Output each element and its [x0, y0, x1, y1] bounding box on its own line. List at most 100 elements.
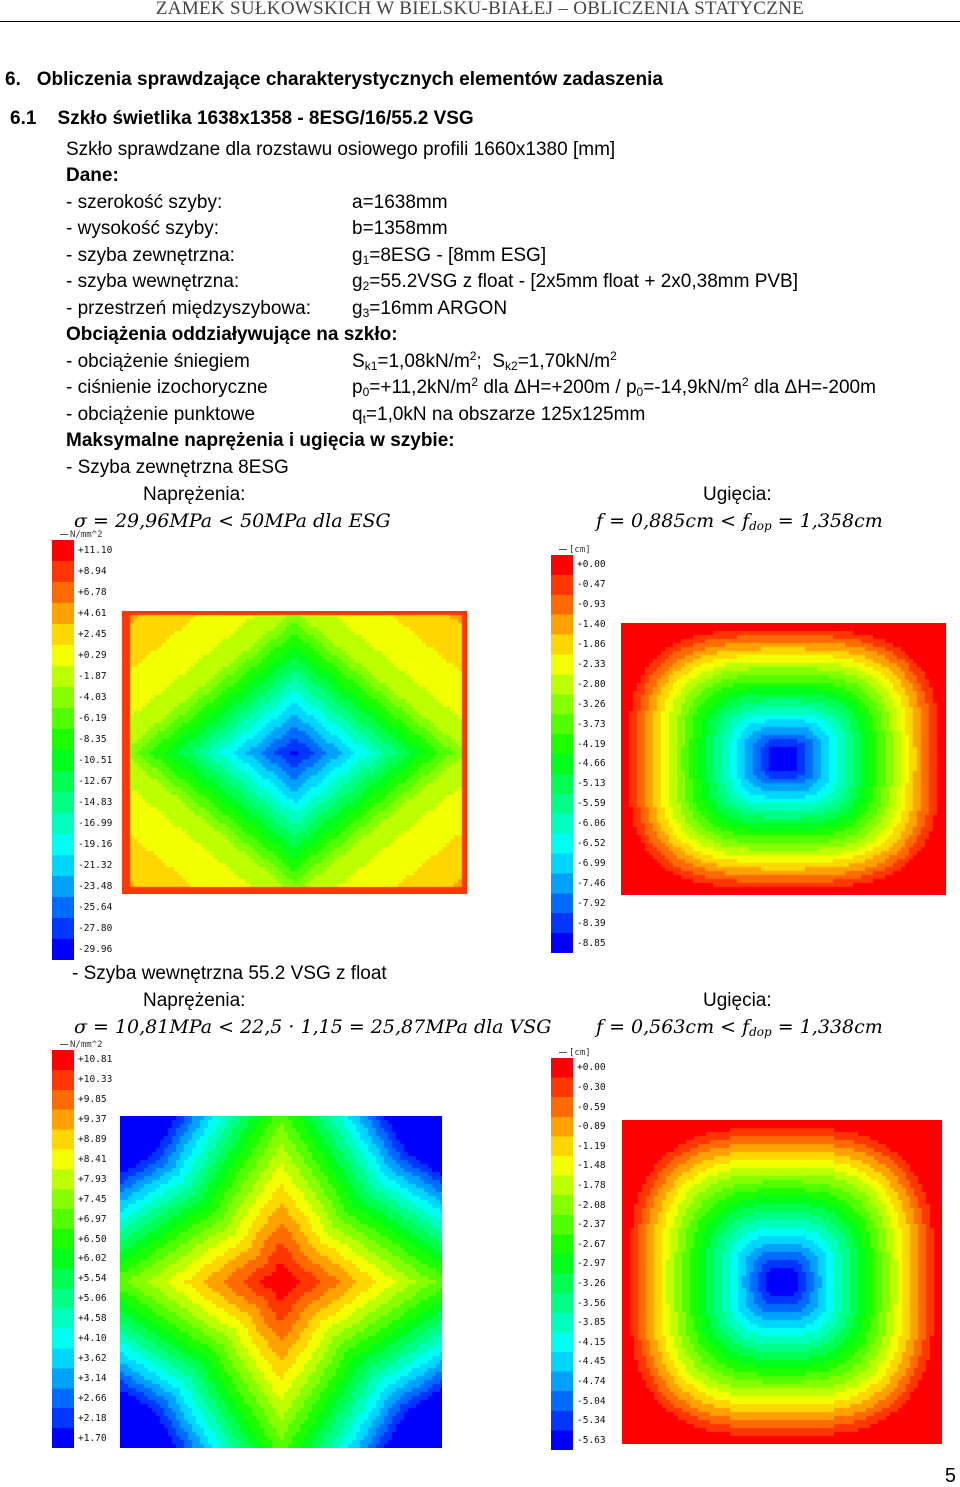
inner-deflection-legend-value: +0.00	[577, 1062, 606, 1074]
outer-deflection-contour-plot	[621, 623, 946, 895]
outer-stress-legend-value: +6.78	[78, 587, 107, 598]
point-load-value: qt=1,0kN na obszarze 125x125mm	[352, 404, 646, 426]
inner-deflection-legend: [cm] +0.00 -0.30 -0.59 -0.89 -1.19 -1.48 -1.78…	[551, 1048, 661, 1450]
results-heading: Maksymalne naprężenia i ugięcia w szybie…	[66, 430, 455, 451]
outer-stress-legend-value: +2.45	[78, 629, 107, 640]
outer-deflection-colorbar	[551, 555, 573, 953]
outer-stress-legend-value: -27.80	[78, 923, 113, 934]
outer-stress-legend: N/mm^2 +11.10 +8.94 +6.78 +4.61 +2.45 +0.29 -1…	[52, 530, 162, 960]
subsection-heading: 6.1 Szkło świetlika 1638x1358 - 8ESG/16/…	[10, 107, 474, 131]
inner-deflection-legend-value: -2.97	[577, 1258, 606, 1270]
height-value: b=1358mm	[352, 218, 448, 239]
inner-stress-legend: N/mm^2 +10.81 +10.33 +9.85 +9.37 +8.89 +8.41 +…	[52, 1040, 162, 1448]
inner-stress-legend-value: +1.70	[78, 1432, 107, 1444]
outer-stress-legend-value: -1.87	[78, 671, 107, 682]
inner-stress-legend-value: +7.45	[78, 1193, 107, 1205]
inner-stress-legend-value: +9.37	[78, 1114, 107, 1126]
gap-label: - przestrzeń międzyszybowa:	[66, 298, 311, 319]
outer-stress-label: Naprężenia:	[143, 484, 246, 505]
outer-deflection-unit: [cm]	[559, 545, 591, 555]
page-number: 5	[944, 1465, 956, 1487]
outer-deflection-legend-value: -7.92	[577, 897, 606, 909]
height-label: - wysokość szyby:	[66, 218, 220, 239]
inner-stress-legend-value: +8.41	[78, 1154, 107, 1165]
inner-deflection-legend-value: -4.74	[577, 1375, 606, 1387]
inner-deflection-legend-value: -3.26	[577, 1277, 606, 1289]
inner-stress-legend-value: +3.14	[78, 1372, 107, 1384]
inner-deflection-legend-value: -0.89	[577, 1121, 606, 1133]
outer-deflection-formula: f = 0,885cm < fdop = 1,358cm	[596, 510, 883, 533]
outer-deflection-legend-value: -1.86	[577, 639, 606, 650]
inner-stress-legend-value: +5.54	[78, 1273, 107, 1285]
width-value: a=1638mm	[352, 192, 448, 213]
outer-stress-legend-value: -10.51	[78, 755, 113, 766]
inner-stress-label: Naprężenia:	[143, 990, 246, 1011]
outer-deflection-legend-value: -4.66	[577, 758, 606, 770]
outer-deflection-legend-value: -8.39	[577, 917, 606, 929]
inner-deflection-contour-plot	[622, 1120, 942, 1444]
snow-label: - obciążenie śniegiem	[66, 351, 250, 372]
inner-deflection-legend-value: -4.15	[577, 1336, 606, 1348]
outer-deflection-legend-value: -3.26	[577, 698, 606, 710]
isochoric-value: p0=+11,2kN/m2 dla ΔH=+200m / p0=-14,9kN/…	[352, 375, 876, 399]
inner-stress-contour-plot	[120, 1116, 442, 1448]
inner-deflection-legend-value: -3.85	[577, 1317, 606, 1329]
inner-stress-legend-value: +6.02	[78, 1253, 107, 1265]
outer-deflection-legend-value: -8.85	[577, 937, 606, 949]
inner-stress-legend-value: +4.10	[78, 1333, 107, 1344]
outer-deflection-legend-value: -5.59	[577, 798, 606, 810]
inner-deflection-label: Ugięcia:	[703, 990, 772, 1011]
outer-stress-legend-value: -8.35	[78, 734, 107, 745]
inner-stress-legend-value: +10.33	[78, 1074, 113, 1086]
inner-deflection-legend-value: -5.34	[577, 1415, 606, 1427]
width-label: - szerokość szyby:	[66, 192, 223, 213]
outer-stress-legend-value: -16.99	[78, 818, 113, 829]
header-rule	[0, 21, 960, 22]
inner-deflection-legend-value: -3.56	[577, 1297, 606, 1309]
outer-stress-legend-value: -21.32	[78, 860, 113, 871]
gap-value: g3=16mm ARGON	[352, 298, 508, 320]
inner-deflection-legend-value: -1.48	[577, 1160, 606, 1172]
outer-stress-legend-value: -14.83	[78, 797, 113, 808]
outer-stress-formula: σ = 29,96MPa < 50MPa dla ESG	[74, 510, 391, 532]
inner-pane-value: g2=55.2VSG z float - [2x5mm float + 2x0,…	[352, 271, 799, 293]
inner-stress-legend-value: +9.85	[78, 1094, 107, 1106]
outer-stress-legend-value: -23.48	[78, 881, 113, 892]
inner-stress-legend-value: +3.62	[78, 1352, 107, 1364]
inner-stress-formula: σ = 10,81MPa < 22,5 · 1,15 = 25,87MPa dl…	[74, 1016, 552, 1038]
inner-stress-legend-value: +10.81	[78, 1054, 113, 1066]
inner-stress-legend-value: +6.50	[78, 1233, 107, 1245]
inner-stress-legend-value: +2.18	[78, 1412, 107, 1424]
inner-deflection-legend-value: -4.45	[577, 1356, 606, 1368]
inner-stress-unit: N/mm^2	[60, 1040, 103, 1050]
outer-stress-legend-value: +8.94	[78, 566, 107, 577]
outer-deflection-legend-value: -1.40	[577, 619, 606, 631]
outer-stress-legend-value: -25.64	[78, 902, 113, 913]
running-header: ZAMEK SUŁKOWSKICH W BIELSKU-BIAŁEJ – OBL…	[155, 0, 805, 19]
outer-deflection-legend-value: -5.13	[577, 778, 606, 790]
point-load-label: - obciążenie punktowe	[66, 404, 256, 425]
isochoric-label: - ciśnienie izochoryczne	[66, 377, 268, 398]
outer-stress-legend-value: +0.29	[78, 650, 107, 661]
outer-pane-title: - Szyba zewnętrzna 8ESG	[66, 457, 289, 478]
outer-deflection-legend-value: -6.52	[577, 838, 606, 849]
intro-text: Szkło sprawdzane dla rozstawu osiowego p…	[66, 139, 616, 160]
inner-deflection-legend-value: -2.67	[577, 1238, 606, 1250]
loads-heading: Obciążenia oddziaływujące na szkło:	[66, 324, 398, 345]
section-heading: 6. Obliczenia sprawdzające charakterysty…	[5, 68, 663, 92]
outer-pane-value: g1=8ESG - [8mm ESG]	[352, 245, 547, 267]
outer-stress-unit: N/mm^2	[60, 530, 103, 540]
outer-stress-legend-value: -12.67	[78, 776, 113, 787]
outer-stress-legend-value: -19.16	[78, 839, 113, 850]
inner-deflection-legend-value: -1.78	[577, 1179, 606, 1191]
outer-deflection-legend-value: -6.99	[577, 857, 606, 869]
outer-deflection-legend-value: -0.93	[577, 599, 606, 611]
inner-deflection-legend-value: -0.30	[577, 1081, 606, 1093]
inner-deflection-legend-value: -1.19	[577, 1140, 606, 1152]
inner-deflection-legend-value: -2.37	[577, 1219, 606, 1231]
inner-deflection-legend-value: -5.04	[577, 1395, 606, 1407]
outer-stress-colorbar	[52, 540, 74, 960]
inner-stress-legend-value: +8.89	[78, 1134, 107, 1145]
inner-stress-legend-value: +6.97	[78, 1213, 107, 1225]
inner-deflection-unit: [cm]	[559, 1048, 591, 1058]
